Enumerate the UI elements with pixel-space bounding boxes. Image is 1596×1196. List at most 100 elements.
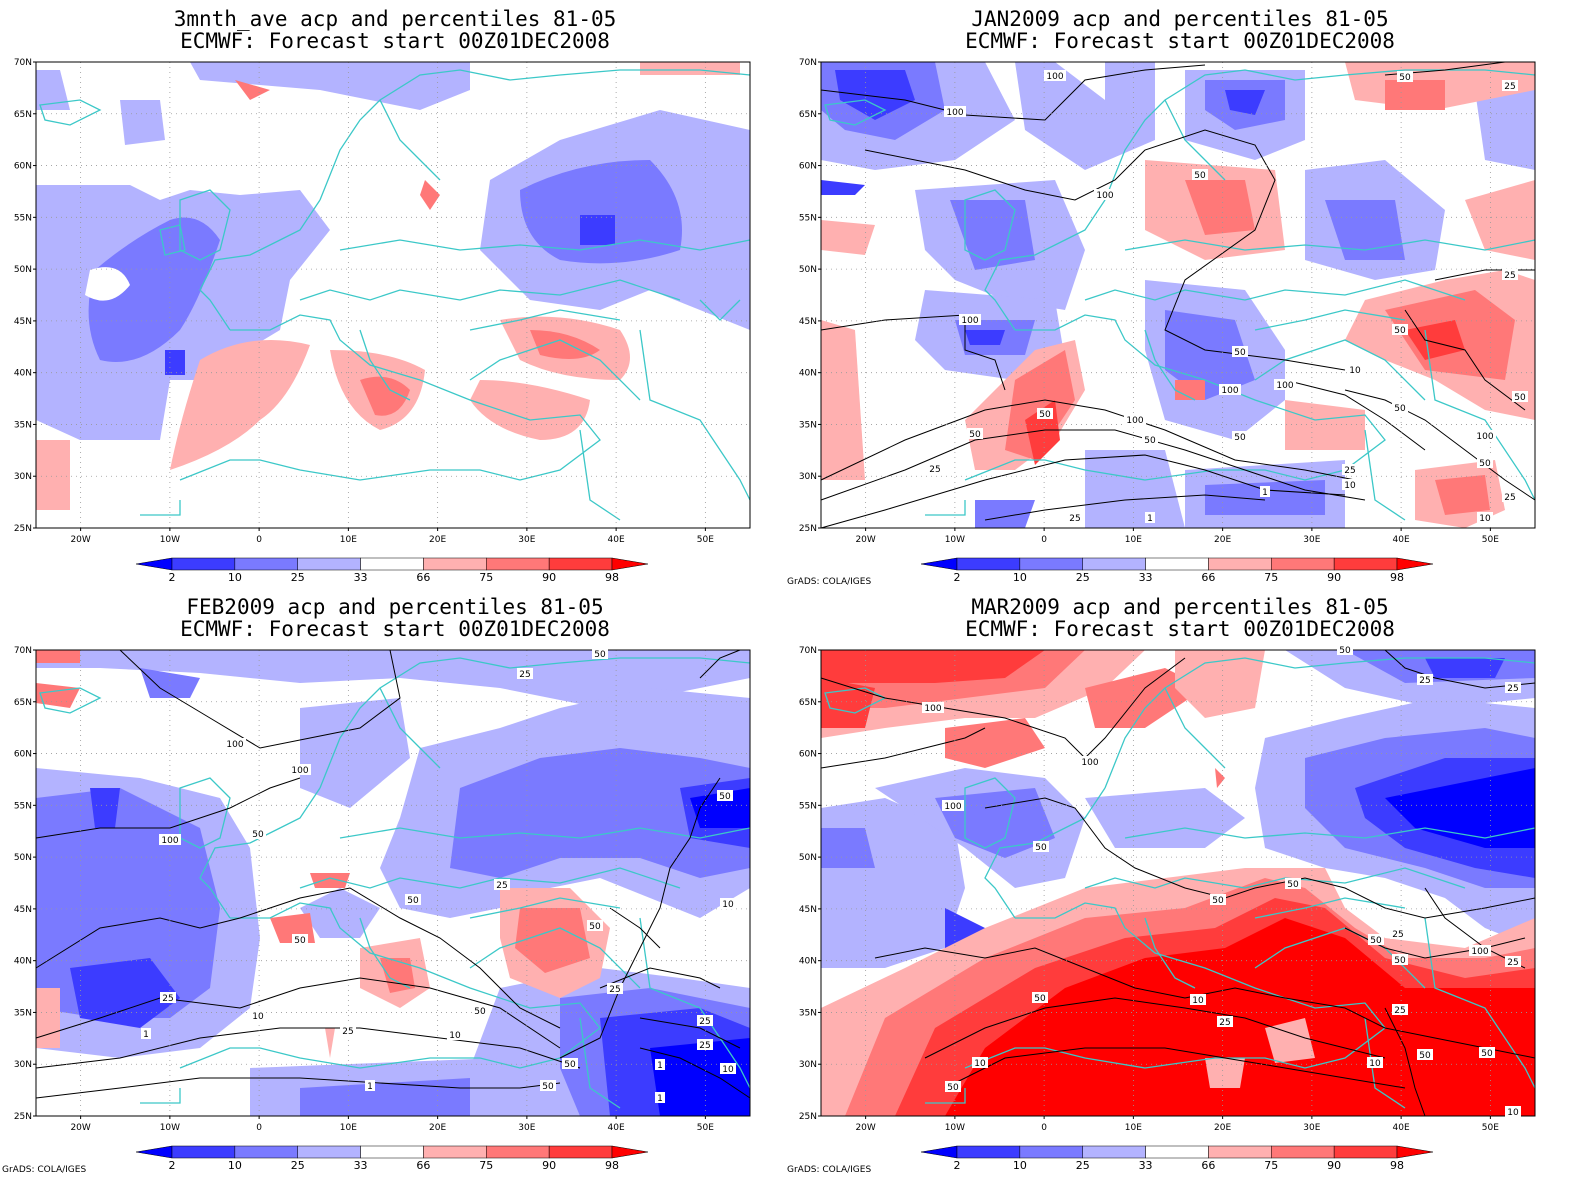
- lat-tick-label: 45N: [799, 317, 817, 327]
- contour-label-bg: [1347, 364, 1363, 375]
- lon-labels: 20W 10W 0 10E 20E 30E 40E 50E: [855, 1116, 1499, 1133]
- colorbar-segment: [234, 1145, 298, 1159]
- lat-tick-label: 25N: [14, 524, 32, 534]
- contour-label: 10: [1507, 1108, 1519, 1118]
- contour-label: 50: [564, 1060, 576, 1070]
- colorbar-label: 98: [1390, 1159, 1404, 1172]
- contour-label-bg: [1505, 956, 1521, 967]
- colorbar-segment: [1019, 1145, 1083, 1159]
- colorbar-segment: [171, 557, 236, 571]
- map-fills: [36, 650, 750, 1116]
- colorbar-label: 90: [1327, 571, 1341, 584]
- lat-tick-label: 55N: [14, 213, 32, 223]
- lat-tick-label: 30N: [14, 472, 32, 482]
- contour-label: 100: [1476, 432, 1493, 442]
- contour-label-bg: [250, 1010, 266, 1021]
- contour-label: 25: [519, 670, 530, 680]
- contour-label-bg: [562, 1058, 578, 1069]
- contour-labels: 50 25 25 100 100 100 50 50 50 50 50 25 10 25 10 50 50 100…: [922, 644, 1521, 1118]
- contour-label-bg: [1260, 486, 1270, 497]
- contour-label: 50: [1479, 459, 1491, 469]
- lat-tick-label: 60N: [14, 162, 32, 172]
- lat-tick-label: 60N: [799, 750, 817, 760]
- contour-label: 1: [657, 1094, 663, 1104]
- colorbar-segment: [486, 557, 550, 571]
- lon-tick-label: 50E: [697, 535, 714, 545]
- contour-label: 50: [1394, 956, 1406, 966]
- lon-tick-label: 20E: [1214, 1123, 1231, 1133]
- contour-label-bg: [1337, 644, 1353, 655]
- colorbar-label: 98: [605, 1159, 619, 1172]
- colorbar: 2 10 25 33 66 75 90 98: [920, 1145, 1434, 1172]
- colorbar-label: 25: [1076, 1159, 1090, 1172]
- contour-label: 25: [162, 994, 173, 1004]
- contour-label-bg: [447, 1029, 463, 1040]
- map-frame: [820, 649, 1536, 1117]
- contour-label: 100: [226, 740, 243, 750]
- contour-label-bg: [1392, 324, 1408, 335]
- contour-label: 50: [1394, 404, 1406, 414]
- colorbar-segment: [1019, 557, 1083, 571]
- lat-tick-label: 55N: [799, 801, 817, 811]
- contour-label: 10: [722, 1065, 734, 1075]
- lat-tick-label: 25N: [14, 1112, 32, 1122]
- colorbar-segment: [1271, 557, 1335, 571]
- lon-tick-label: 10W: [945, 1123, 965, 1133]
- contour-label-bg: [1392, 1004, 1408, 1015]
- colorbar-label: 75: [1264, 571, 1278, 584]
- contour-label: 1: [657, 1061, 663, 1071]
- contour-label: 1: [1262, 488, 1268, 498]
- contour-label: 100: [291, 766, 308, 776]
- panel-3mnth-ave: 3mnth_ave acp and percentiles 81-05 ECMW…: [0, 0, 790, 590]
- lat-tick-label: 45N: [799, 905, 817, 915]
- colorbar-label: 98: [605, 571, 619, 584]
- lon-tick-label: 30E: [518, 1123, 535, 1133]
- coastlines: [824, 69, 1536, 521]
- lat-tick-label: 50N: [799, 853, 817, 863]
- colorbar-label: 90: [542, 1159, 556, 1172]
- contour-lines: [820, 61, 1536, 529]
- lat-tick-label: 70N: [799, 58, 817, 68]
- lat-tick-label: 55N: [799, 213, 817, 223]
- contour-label: 50: [1144, 436, 1156, 446]
- contour-label: 100: [1126, 416, 1143, 426]
- contour-label-bg: [1033, 841, 1049, 852]
- colorbar-segment: [297, 1145, 361, 1159]
- coastlines: [39, 69, 751, 521]
- colorbar-arrow-high: [611, 557, 649, 571]
- lat-tick-label: 70N: [14, 646, 32, 656]
- map-plot: 70N 65N 60N 55N 50N 45N 40N 35N 30N 25N 20W 10W 0 10…: [14, 58, 751, 545]
- contour-label-bg: [1397, 71, 1413, 82]
- panel-feb2009: FEB2009 acp and percentiles 81-05 ECMWF:…: [0, 588, 790, 1178]
- panel-title: 3mnth_ave acp and percentiles 81-05: [173, 7, 617, 31]
- grads-credit: GrADS: COLA/IGES: [787, 1165, 872, 1175]
- contour-label-bg: [1502, 269, 1518, 280]
- colorbar-label: 66: [1201, 571, 1215, 584]
- contour-label-bg: [1192, 169, 1208, 180]
- contour-label: 1: [1147, 514, 1153, 524]
- colorbar-label: 66: [416, 1159, 430, 1172]
- lat-tick-label: 70N: [14, 58, 32, 68]
- contour-label-bg: [942, 800, 964, 811]
- lon-tick-label: 50E: [697, 1123, 714, 1133]
- contour-label-bg: [1342, 464, 1358, 475]
- contour-label-bg: [945, 1081, 961, 1092]
- contour-label: 25: [342, 1027, 353, 1037]
- contour-label: 25: [1504, 271, 1515, 281]
- lon-tick-label: 10E: [340, 1123, 357, 1133]
- contour-label-bg: [365, 1080, 375, 1091]
- contour-label: 50: [1399, 73, 1411, 83]
- contour-label: 50: [1419, 1051, 1431, 1061]
- contour-label-bg: [141, 1028, 151, 1039]
- lon-tick-label: 20W: [855, 535, 875, 545]
- lat-labels: 70N 65N 60N 55N 50N 45N 40N 35N 30N 25N: [799, 58, 821, 534]
- lon-tick-label: 40E: [608, 1123, 625, 1133]
- contour-label-bg: [607, 983, 623, 994]
- panel-subtitle: ECMWF: Forecast start 00Z01DEC2008: [180, 617, 610, 641]
- contour-label-bg: [517, 668, 533, 679]
- contour-label-bg: [1477, 512, 1493, 523]
- lon-labels: 20W 10W 0 10E 20E 30E 40E 50E: [70, 528, 714, 545]
- colorbar: 2 10 25 33 66 75 90 98: [135, 557, 649, 584]
- lat-labels: 70N 65N 60N 55N 50N 45N 40N 35N 30N 25N: [799, 646, 821, 1122]
